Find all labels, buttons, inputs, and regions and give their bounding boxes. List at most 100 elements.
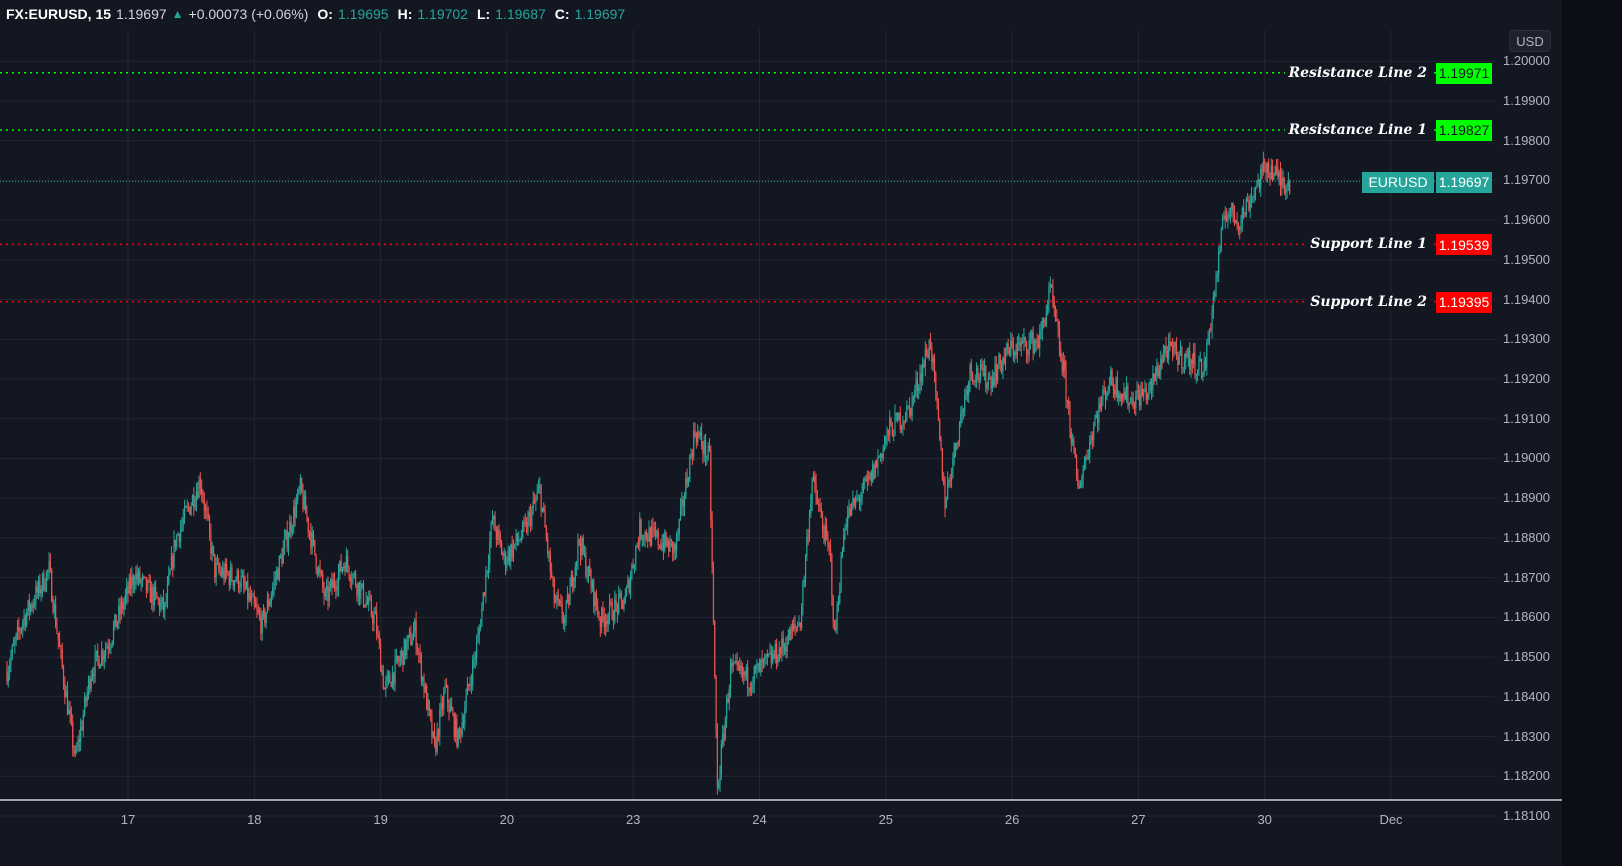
candle <box>426 683 428 711</box>
candle <box>503 547 505 565</box>
candle <box>576 560 578 577</box>
candle <box>1248 195 1250 212</box>
candle-body <box>1202 373 1204 378</box>
candle-body <box>1079 486 1082 489</box>
candle-body <box>1245 199 1247 216</box>
candle <box>957 440 959 449</box>
candle <box>1261 163 1263 180</box>
candle-body <box>920 373 922 382</box>
candle-body <box>1173 342 1175 354</box>
candle <box>720 739 722 781</box>
candle <box>328 581 330 608</box>
candle-body <box>1112 384 1115 390</box>
candle <box>386 669 388 689</box>
candle-body <box>765 654 767 657</box>
candle <box>978 372 980 390</box>
candle <box>1074 447 1076 458</box>
candle <box>1262 151 1264 176</box>
candle-body <box>915 379 917 391</box>
candle-body <box>444 685 446 693</box>
candle <box>1215 271 1217 298</box>
candle <box>173 530 175 571</box>
candle <box>741 662 743 682</box>
candle <box>310 522 312 555</box>
candle-body <box>1160 358 1162 372</box>
candlestick-chart[interactable] <box>0 0 1562 866</box>
candle-body <box>273 580 275 588</box>
candle <box>348 565 350 581</box>
candle-body <box>220 571 223 576</box>
candle <box>622 599 624 610</box>
candle <box>919 363 921 395</box>
candle <box>933 353 936 383</box>
candle-body <box>372 615 374 624</box>
candle-body <box>382 669 384 689</box>
candle-body <box>569 586 571 605</box>
candle <box>693 422 695 461</box>
candle-body <box>604 621 607 627</box>
candle-body <box>720 744 722 774</box>
candle <box>69 701 71 725</box>
candle-body <box>89 679 91 689</box>
candle-body <box>1023 337 1025 341</box>
candle <box>249 585 251 603</box>
candle <box>539 476 541 495</box>
candle <box>1168 333 1170 365</box>
candle-body <box>331 579 333 589</box>
candle-body <box>693 430 695 457</box>
candle <box>115 614 117 628</box>
candle-body <box>577 540 579 561</box>
candle-body <box>1164 345 1166 354</box>
candle <box>764 653 766 668</box>
candle <box>273 571 275 597</box>
candle <box>727 692 729 704</box>
candle <box>343 562 345 572</box>
currency-label[interactable]: USD <box>1509 30 1551 52</box>
candle-body <box>265 612 267 623</box>
candle-body <box>731 662 733 667</box>
candle-body <box>840 557 842 592</box>
candle <box>948 476 950 488</box>
time-tick-label: 25 <box>878 812 894 827</box>
candle-body <box>699 432 701 436</box>
candle-body <box>152 587 154 606</box>
candle-body <box>1133 407 1136 409</box>
candle-body <box>1235 220 1237 224</box>
candle <box>1258 178 1261 193</box>
candle-body <box>93 674 95 676</box>
candle <box>582 534 584 556</box>
candle-body <box>497 529 499 540</box>
candle <box>579 535 582 566</box>
candle-body <box>724 719 726 740</box>
time-tick-label: 20 <box>499 812 515 827</box>
candle-body <box>311 532 313 548</box>
candle-body <box>728 688 730 703</box>
candle <box>172 552 174 577</box>
candle-body <box>1035 340 1037 343</box>
candle-body <box>1198 361 1200 371</box>
candle <box>824 516 826 547</box>
candle <box>604 613 607 637</box>
candle <box>535 495 537 512</box>
candle <box>8 658 11 681</box>
candle <box>501 539 503 556</box>
candle <box>869 471 871 481</box>
candle-body <box>1220 229 1222 251</box>
candle <box>514 543 516 550</box>
candle-body <box>477 635 479 642</box>
candle <box>31 601 33 612</box>
candle-body <box>168 574 170 584</box>
candle-body <box>652 526 654 529</box>
candle <box>330 578 332 592</box>
candle <box>1015 343 1017 360</box>
candle-body <box>677 533 679 535</box>
candle <box>72 714 74 757</box>
candle-body <box>708 445 711 451</box>
candle-body <box>1223 218 1225 220</box>
symbol-title[interactable]: FX:EURUSD, 15 <box>6 6 112 22</box>
candle-body <box>954 443 957 450</box>
support-line-label: Support Line 1 <box>1307 235 1430 254</box>
candle-body <box>223 568 225 580</box>
candle-body <box>514 543 516 545</box>
candle-body <box>874 460 876 479</box>
